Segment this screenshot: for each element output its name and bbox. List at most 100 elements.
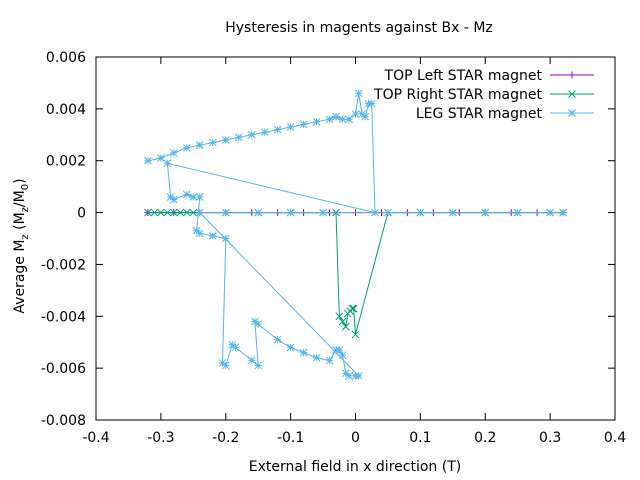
- data-point: [416, 208, 425, 217]
- data-point: [286, 343, 295, 352]
- y-tick-label: 0.004: [46, 102, 86, 118]
- data-point: [546, 208, 554, 217]
- data-point: [312, 353, 321, 362]
- chart-title: Hysteresis in magents against Bx - Mz: [225, 20, 493, 36]
- data-point: [384, 208, 392, 217]
- y-tick-label: 0.006: [46, 50, 86, 66]
- legend-entry-label: LEG STAR magnet: [416, 106, 543, 122]
- series-3: [144, 89, 567, 380]
- data-point: [338, 351, 347, 360]
- data-point: [513, 208, 522, 217]
- data-point: [354, 89, 363, 98]
- x-tick-label: 0.2: [474, 430, 496, 446]
- data-point: [195, 141, 204, 150]
- legend-marker: [568, 90, 576, 98]
- data-point: [169, 149, 178, 157]
- y-tick-label: -0.008: [41, 413, 86, 429]
- x-tick-label: -0.2: [212, 430, 239, 446]
- data-point: [221, 361, 230, 370]
- data-point: [273, 125, 282, 134]
- y-label-slash: /M: [12, 190, 28, 207]
- x-tick-label: 0.3: [539, 430, 561, 446]
- y-label-close: ): [12, 178, 28, 183]
- data-point: [338, 115, 347, 124]
- x-tick-label: -0.1: [277, 430, 304, 446]
- y-label-sub: z: [20, 234, 31, 239]
- data-point: [182, 208, 191, 217]
- data-point: [254, 361, 263, 370]
- x-tick-label: -0.4: [82, 430, 109, 446]
- data-point: [208, 138, 217, 147]
- data-point: [247, 130, 256, 139]
- data-point: [325, 356, 334, 365]
- y-tick-label: -0.004: [41, 309, 86, 325]
- data-point: [286, 208, 295, 217]
- data-point: [247, 356, 256, 365]
- data-point: [345, 372, 353, 380]
- data-point: [157, 208, 165, 217]
- x-tick-label: 0: [351, 430, 360, 446]
- data-point: [231, 343, 240, 352]
- legend-entry-label: TOP Right STAR magnet: [373, 87, 542, 103]
- data-point: [325, 115, 334, 124]
- data-point: [361, 112, 370, 121]
- data-point: [481, 208, 490, 217]
- y-label-open: (M: [12, 212, 28, 234]
- data-point: [234, 133, 243, 142]
- data-point: [221, 208, 230, 217]
- data-point: [150, 208, 159, 217]
- data-point: [354, 372, 363, 380]
- data-point: [348, 304, 357, 313]
- legend-marker: [568, 109, 576, 117]
- data-point: [254, 208, 263, 217]
- x-axis-ticks: -0.4 -0.3 -0.2 -0.1 0 0.1 0.2 0.3 0.4: [82, 57, 626, 446]
- data-point: [286, 123, 295, 131]
- x-axis-label: External field in x direction (T): [249, 459, 461, 475]
- data-point: [332, 112, 340, 121]
- data-point: [319, 208, 327, 217]
- data-point: [338, 317, 347, 326]
- data-point: [371, 208, 379, 217]
- y-axis-ticks: -0.008 -0.006 -0.004 -0.002 0 0.002 0.004 0.006: [41, 50, 615, 429]
- data-point: [367, 99, 376, 108]
- data-point: [351, 110, 360, 118]
- y-axis-label: Average Mz (Mz/M0): [12, 178, 31, 313]
- y-tick-label: -0.006: [41, 361, 86, 377]
- data-point: [221, 234, 230, 243]
- data-point: [221, 136, 230, 144]
- data-point: [559, 208, 567, 217]
- data-point: [341, 322, 350, 331]
- data-point: [208, 232, 217, 240]
- data-point: [254, 320, 263, 328]
- data-point: [157, 154, 165, 162]
- data-point: [189, 193, 198, 201]
- data-point: [335, 312, 344, 321]
- y-label-sub3: 0: [20, 184, 31, 190]
- data-point: [176, 208, 185, 217]
- legend-entry-label: TOP Left STAR magnet: [384, 68, 543, 84]
- data-point: [182, 143, 191, 152]
- x-tick-label: 0.1: [409, 430, 431, 446]
- data-point: [195, 229, 204, 238]
- data-point: [448, 208, 457, 217]
- data-point: [260, 128, 269, 137]
- y-tick-label: -0.002: [41, 257, 86, 273]
- series-layer: [144, 89, 567, 380]
- legend: TOP Left STAR magnet TOP Right STAR magne…: [373, 68, 594, 122]
- data-point: [351, 330, 360, 339]
- data-point: [195, 208, 204, 217]
- data-point: [169, 195, 178, 204]
- legend-marker: [568, 71, 576, 79]
- data-point: [182, 190, 191, 199]
- data-point: [144, 208, 152, 217]
- data-point: [299, 348, 308, 357]
- data-point: [299, 120, 308, 129]
- data-point: [349, 304, 358, 313]
- data-point: [345, 115, 353, 124]
- data-point: [169, 208, 178, 217]
- data-point: [144, 156, 152, 165]
- data-point: [273, 335, 282, 344]
- y-label-main: Average M: [12, 240, 28, 314]
- x-tick-label: -0.3: [147, 430, 174, 446]
